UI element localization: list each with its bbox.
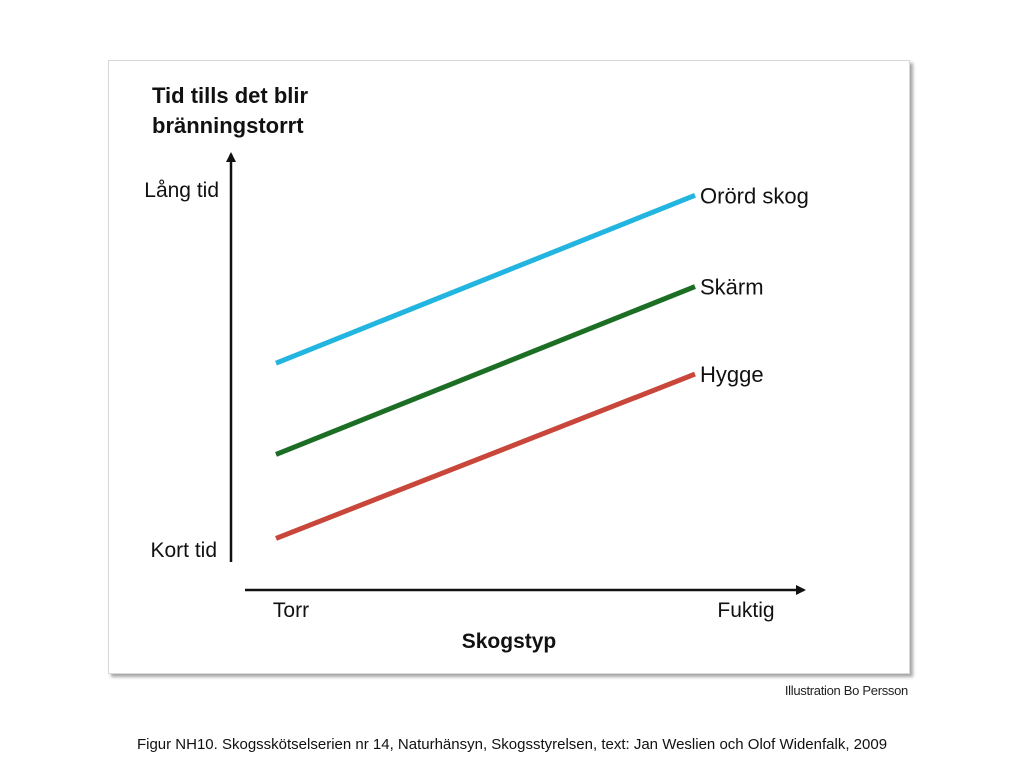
y-label-bottom: Kort tid [150,539,217,562]
x-label-left: Torr [273,599,309,622]
series-line-hygge [275,371,696,541]
chart-frame [108,60,910,674]
chart-title-line-1: Tid tills det blir [152,83,308,108]
series-group: Orörd skog Skärm Hygge [275,183,809,541]
series-label-orord-skog: Orörd skog [700,183,809,208]
series-line-orord-skog [275,192,696,366]
illustration-credit: Illustration Bo Persson [784,683,908,698]
chart-title-line-2: bränningstorrt [152,113,304,138]
series-label-hygge: Hygge [700,362,764,387]
figure-caption: Figur NH10. Skogsskötselserien nr 14, Na… [136,736,888,753]
x-label-right: Fuktig [717,599,774,622]
x-axis-title: Skogstyp [462,630,557,653]
y-label-top: Lång tid [144,179,219,202]
series-line-skarm [275,284,696,457]
series-label-skarm: Skärm [700,275,764,300]
